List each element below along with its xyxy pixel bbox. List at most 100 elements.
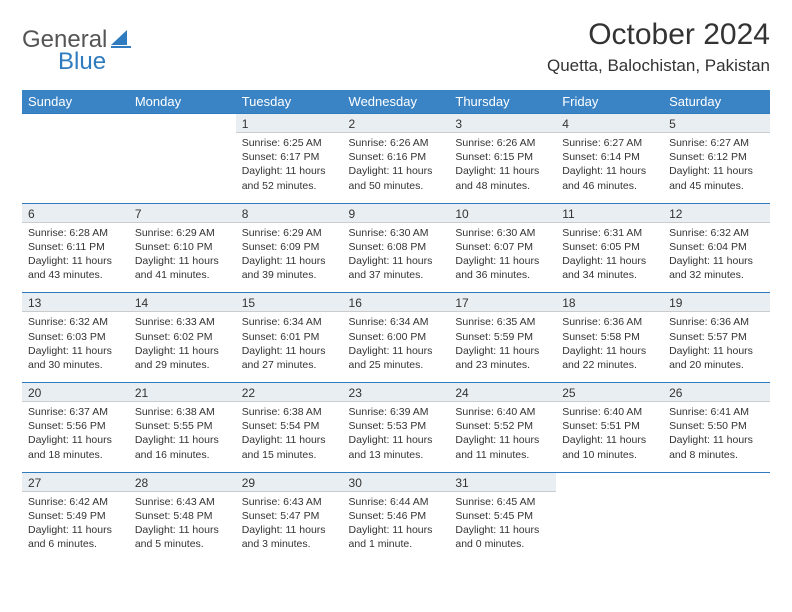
sunset-text: Sunset: 6:05 PM [562,240,657,254]
day-number: 23 [343,382,450,402]
day-number: 13 [22,292,129,312]
day-content [22,133,129,195]
day-content: Sunrise: 6:37 AMSunset: 5:56 PMDaylight:… [22,402,129,472]
sunset-text: Sunset: 5:58 PM [562,330,657,344]
daylight-text: Daylight: 11 hours and 27 minutes. [242,344,337,372]
day-content: Sunrise: 6:38 AMSunset: 5:55 PMDaylight:… [129,402,236,472]
weekday-header: Saturday [663,90,770,113]
sunset-text: Sunset: 6:14 PM [562,150,657,164]
daylight-text: Daylight: 11 hours and 5 minutes. [135,523,230,551]
day-content: Sunrise: 6:40 AMSunset: 5:52 PMDaylight:… [449,402,556,472]
day-content: Sunrise: 6:33 AMSunset: 6:02 PMDaylight:… [129,312,236,382]
sunrise-text: Sunrise: 6:41 AM [669,405,764,419]
day-content: Sunrise: 6:36 AMSunset: 5:57 PMDaylight:… [663,312,770,382]
location: Quetta, Balochistan, Pakistan [547,56,770,76]
day-content: Sunrise: 6:30 AMSunset: 6:08 PMDaylight:… [343,223,450,293]
daylight-text: Daylight: 11 hours and 46 minutes. [562,164,657,192]
sunset-text: Sunset: 5:59 PM [455,330,550,344]
day-content: Sunrise: 6:36 AMSunset: 5:58 PMDaylight:… [556,312,663,382]
logo-sail-icon [111,28,133,53]
day-number: 9 [343,203,450,223]
weekday-header: Friday [556,90,663,113]
day-content: Sunrise: 6:32 AMSunset: 6:04 PMDaylight:… [663,223,770,293]
day-number [663,472,770,492]
sunset-text: Sunset: 6:02 PM [135,330,230,344]
day-content [663,492,770,554]
sunset-text: Sunset: 5:47 PM [242,509,337,523]
sunset-text: Sunset: 5:51 PM [562,419,657,433]
daylight-text: Daylight: 11 hours and 36 minutes. [455,254,550,282]
day-number [129,113,236,133]
day-content: Sunrise: 6:32 AMSunset: 6:03 PMDaylight:… [22,312,129,382]
sunrise-text: Sunrise: 6:40 AM [562,405,657,419]
day-number: 11 [556,203,663,223]
sunset-text: Sunset: 6:07 PM [455,240,550,254]
day-number: 14 [129,292,236,312]
daylight-text: Daylight: 11 hours and 50 minutes. [349,164,444,192]
daylight-text: Daylight: 11 hours and 22 minutes. [562,344,657,372]
daylight-text: Daylight: 11 hours and 6 minutes. [28,523,123,551]
day-number: 1 [236,113,343,133]
daylight-text: Daylight: 11 hours and 34 minutes. [562,254,657,282]
daylight-text: Daylight: 11 hours and 8 minutes. [669,433,764,461]
day-number: 21 [129,382,236,402]
daylight-text: Daylight: 11 hours and 25 minutes. [349,344,444,372]
day-number: 20 [22,382,129,402]
day-content: Sunrise: 6:39 AMSunset: 5:53 PMDaylight:… [343,402,450,472]
sunset-text: Sunset: 6:08 PM [349,240,444,254]
day-content: Sunrise: 6:26 AMSunset: 6:15 PMDaylight:… [449,133,556,203]
day-content: Sunrise: 6:27 AMSunset: 6:14 PMDaylight:… [556,133,663,203]
day-number: 31 [449,472,556,492]
day-content: Sunrise: 6:35 AMSunset: 5:59 PMDaylight:… [449,312,556,382]
day-number: 3 [449,113,556,133]
sunrise-text: Sunrise: 6:26 AM [455,136,550,150]
day-number: 12 [663,203,770,223]
sunset-text: Sunset: 5:50 PM [669,419,764,433]
sunrise-text: Sunrise: 6:43 AM [242,495,337,509]
sunrise-text: Sunrise: 6:40 AM [455,405,550,419]
day-content [129,133,236,195]
daylight-text: Daylight: 11 hours and 20 minutes. [669,344,764,372]
day-number: 15 [236,292,343,312]
daylight-text: Daylight: 11 hours and 13 minutes. [349,433,444,461]
day-content: Sunrise: 6:30 AMSunset: 6:07 PMDaylight:… [449,223,556,293]
sunrise-text: Sunrise: 6:31 AM [562,226,657,240]
sunset-text: Sunset: 6:10 PM [135,240,230,254]
day-number: 19 [663,292,770,312]
day-number: 7 [129,203,236,223]
sunrise-text: Sunrise: 6:32 AM [669,226,764,240]
daylight-text: Daylight: 11 hours and 39 minutes. [242,254,337,282]
day-content: Sunrise: 6:38 AMSunset: 5:54 PMDaylight:… [236,402,343,472]
daylight-text: Daylight: 11 hours and 16 minutes. [135,433,230,461]
sunrise-text: Sunrise: 6:34 AM [242,315,337,329]
day-content: Sunrise: 6:43 AMSunset: 5:48 PMDaylight:… [129,492,236,562]
weekday-header: Thursday [449,90,556,113]
sunrise-text: Sunrise: 6:44 AM [349,495,444,509]
daylight-text: Daylight: 11 hours and 32 minutes. [669,254,764,282]
day-content: Sunrise: 6:34 AMSunset: 6:01 PMDaylight:… [236,312,343,382]
day-number: 28 [129,472,236,492]
daylight-text: Daylight: 11 hours and 1 minute. [349,523,444,551]
sunset-text: Sunset: 6:00 PM [349,330,444,344]
sunrise-text: Sunrise: 6:38 AM [135,405,230,419]
sunset-text: Sunset: 5:49 PM [28,509,123,523]
sunrise-text: Sunrise: 6:45 AM [455,495,550,509]
sunrise-text: Sunrise: 6:37 AM [28,405,123,419]
weekday-header: Tuesday [236,90,343,113]
sunrise-text: Sunrise: 6:27 AM [669,136,764,150]
sunset-text: Sunset: 6:15 PM [455,150,550,164]
sunset-text: Sunset: 6:16 PM [349,150,444,164]
day-number: 8 [236,203,343,223]
day-number: 24 [449,382,556,402]
sunrise-text: Sunrise: 6:29 AM [135,226,230,240]
sunset-text: Sunset: 6:01 PM [242,330,337,344]
sunset-text: Sunset: 5:45 PM [455,509,550,523]
daylight-text: Daylight: 11 hours and 45 minutes. [669,164,764,192]
sunrise-text: Sunrise: 6:36 AM [562,315,657,329]
day-content: Sunrise: 6:25 AMSunset: 6:17 PMDaylight:… [236,133,343,203]
sunrise-text: Sunrise: 6:42 AM [28,495,123,509]
sunset-text: Sunset: 6:09 PM [242,240,337,254]
daylight-text: Daylight: 11 hours and 30 minutes. [28,344,123,372]
sunset-text: Sunset: 5:53 PM [349,419,444,433]
sunset-text: Sunset: 5:55 PM [135,419,230,433]
